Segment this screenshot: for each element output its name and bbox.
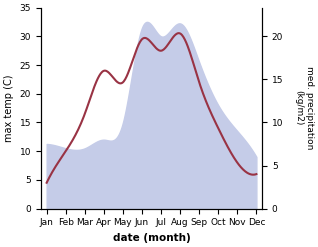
Y-axis label: med. precipitation
(kg/m2): med. precipitation (kg/m2): [294, 66, 314, 150]
X-axis label: date (month): date (month): [113, 233, 190, 243]
Y-axis label: max temp (C): max temp (C): [4, 74, 14, 142]
